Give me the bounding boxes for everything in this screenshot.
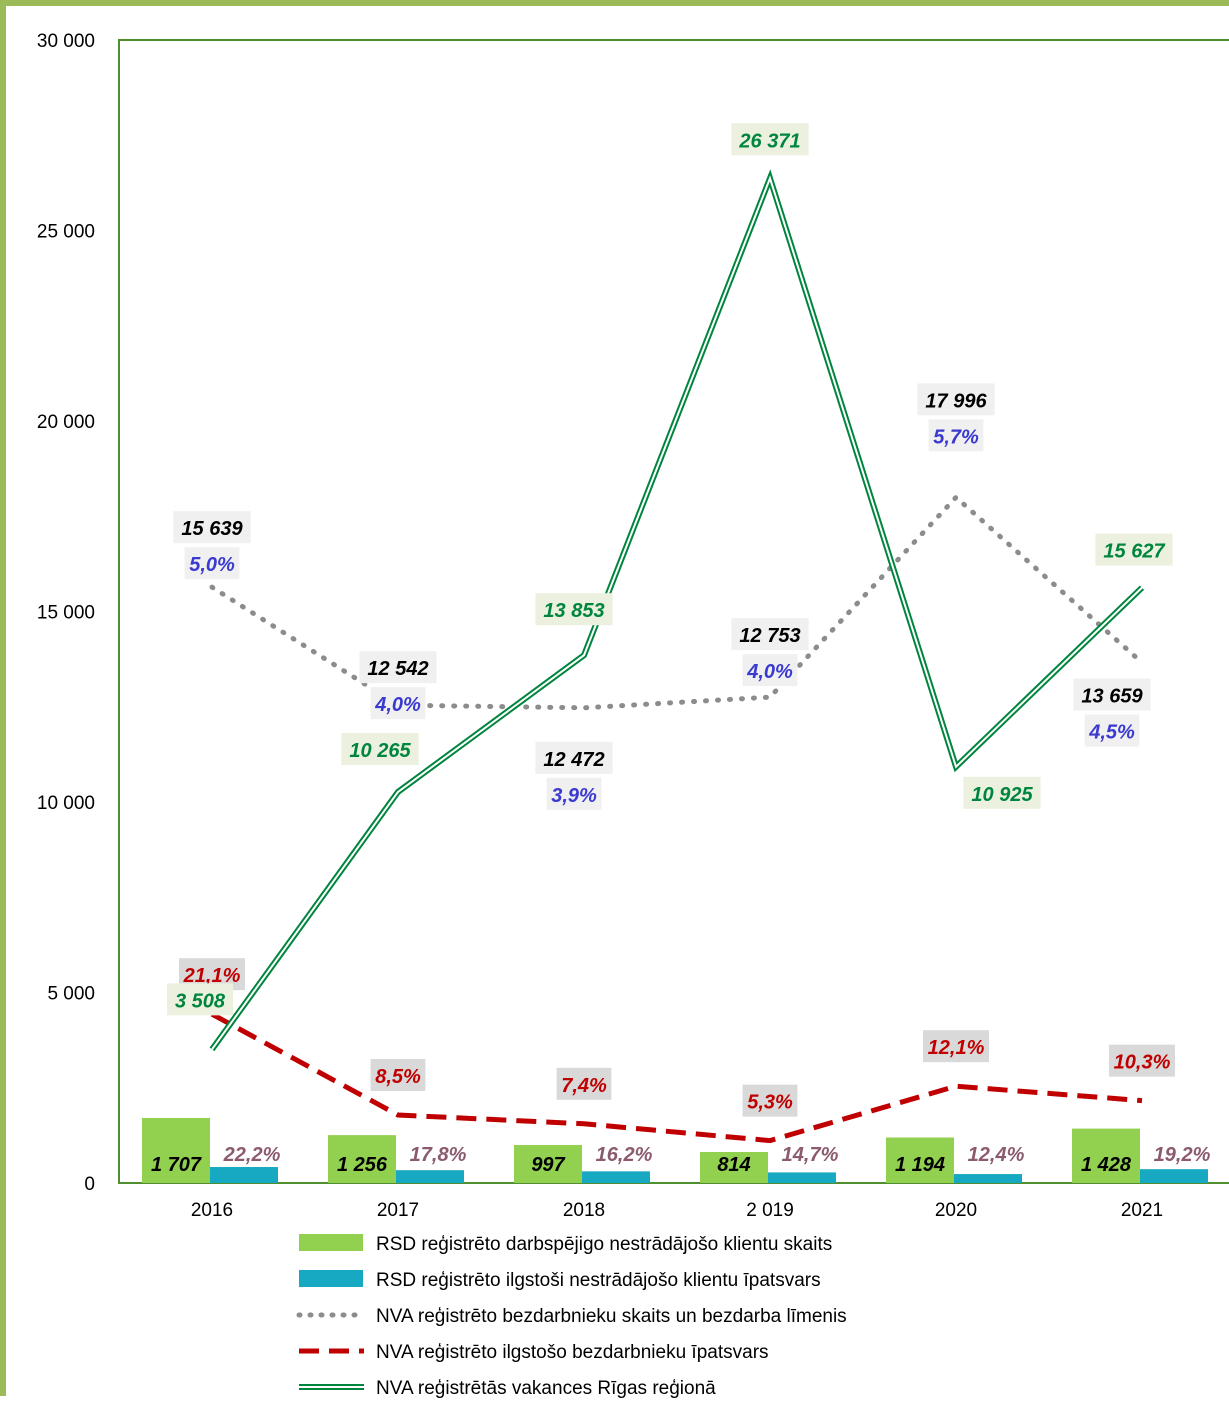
line-nva-unemployed-rate-label: 4,5%: [1088, 722, 1135, 744]
line-nva-unemployed-rate-label: 4,0%: [746, 661, 793, 683]
line-nva-unemployed-label: 12 542: [367, 658, 428, 680]
chart: 0 5 000 10 000 15 000 20 000 25 000 30 000 2016…: [37, 31, 1229, 1399]
line-nva-longterm-label-bg: [556, 1067, 612, 1100]
x-tick-label: 2021: [1121, 1200, 1163, 1221]
bar-rsd-count: [328, 1135, 396, 1183]
line-nva-unemployed-label: 12 472: [543, 749, 604, 771]
bar-rsd-longterm-label: 12,4%: [968, 1144, 1025, 1166]
line-nva-unemployed-label-bg: [917, 383, 995, 416]
bar-rsd-longterm: [396, 1170, 464, 1183]
legend-entry-label: NVA reģistrēto bezdarbnieku skaits un be…: [376, 1306, 847, 1327]
line-nva-unemployed: [209, 493, 1145, 711]
line-vacancies-label-bg: [167, 983, 233, 1016]
line-nva-longterm-label: 8,5%: [375, 1066, 421, 1088]
line-vacancies-label-bg: [341, 732, 419, 765]
bar-rsd-count-label: 1 194: [895, 1154, 945, 1176]
line-nva-unemployed-rate-label-bg: [1084, 714, 1140, 747]
x-tick-label: 2017: [377, 1200, 419, 1221]
line-nva-unemployed-rate-label: 3,9%: [551, 785, 597, 807]
bar-rsd-count: [700, 1151, 768, 1183]
line-vacancies-label: 13 853: [543, 600, 604, 622]
legend-entry-label: RSD reģistrēto ilgstoši nestrādājošo kli…: [376, 1270, 821, 1291]
line-nva-unemployed-rate-label-bg: [546, 777, 602, 810]
line-nva-unemployed-label: 17 996: [925, 390, 987, 412]
bar-rsd-count: [1072, 1128, 1140, 1183]
line-nva-longterm-label-bg: [370, 1059, 426, 1091]
legend-entry-label: NVA reģistrēto ilgstošo bezdarbnieku īpa…: [376, 1342, 769, 1363]
line-nva-unemployed-rate-label: 5,7%: [933, 426, 979, 448]
line-nva-unemployed-rate-label: 4,0%: [374, 694, 421, 716]
bar-rsd-longterm-label: 22,2%: [223, 1144, 281, 1166]
line-nva-longterm-label-bg: [1109, 1044, 1175, 1077]
line-vacancies-label-bg: [535, 593, 613, 626]
line-vacancies-label: 26 371: [738, 130, 800, 152]
line-nva-unemployed-rate-label-bg: [370, 687, 426, 720]
line-nva-unemployed-rate-label-bg: [928, 419, 984, 452]
legend-swatch-rsd-longterm: [299, 1270, 363, 1287]
bar-rsd-count-label: 1 707: [151, 1154, 202, 1176]
line-vacancies: [209, 169, 1145, 1052]
bar-rsd-count-label: 997: [531, 1154, 565, 1176]
bar-rsd-count-label: 1 428: [1081, 1154, 1132, 1176]
y-tick-label: 10 000: [37, 793, 95, 814]
bar-rsd-count: [514, 1145, 582, 1183]
bar-rsd-count: [142, 1117, 210, 1183]
line-nva-longterm: [210, 1012, 1143, 1144]
y-tick-label: 0: [84, 1174, 95, 1195]
line-nva-unemployed-label-bg: [1073, 678, 1151, 711]
y-tick-label: 20 000: [37, 412, 95, 433]
line-nva-unemployed-label-bg: [535, 741, 613, 774]
x-tick-label: 2018: [563, 1200, 605, 1221]
bar-rsd-longterm: [1140, 1169, 1208, 1183]
line-nva-unemployed-label-bg: [359, 651, 437, 684]
line-vacancies-label-bg: [963, 776, 1041, 809]
line-nva-unemployed-rate-label-bg: [742, 654, 798, 687]
bar-rsd-count: [886, 1137, 954, 1183]
bar-rsd-longterm: [768, 1172, 836, 1183]
y-tick-label: 5 000: [47, 984, 95, 1005]
line-nva-unemployed-label: 15 639: [181, 518, 243, 540]
line-nva-longterm-label: 21,1%: [183, 965, 241, 987]
line-nva-longterm-label-bg: [923, 1030, 989, 1063]
line-vacancies-label: 3 508: [175, 990, 226, 1012]
line-nva-unemployed-label: 12 753: [739, 625, 800, 647]
line-vacancies-label: 10 925: [971, 784, 1033, 806]
x-tick-label: 2 019: [746, 1200, 794, 1221]
line-vacancies-label: 15 627: [1103, 541, 1165, 563]
line-nva-longterm-label-bg: [742, 1084, 798, 1117]
line-nva-longterm-label: 5,3%: [747, 1092, 793, 1114]
x-tick-label: 2020: [935, 1200, 977, 1221]
bar-rsd-count-label: 1 256: [337, 1154, 388, 1176]
line-vacancies-label-bg: [731, 123, 809, 156]
bar-rsd-longterm-label: 16,2%: [596, 1144, 653, 1166]
legend-entry-label: RSD reģistrēto darbspējigo nestrādājošo …: [376, 1234, 832, 1255]
y-tick-label: 30 000: [37, 31, 95, 52]
bar-rsd-longterm: [954, 1174, 1022, 1183]
y-tick-label: 15 000: [37, 603, 95, 624]
y-tick-label: 25 000: [37, 222, 95, 243]
line-vacancies-inner: [211, 175, 1143, 1050]
line-nva-unemployed-rate-label: 5,0%: [189, 554, 235, 576]
line-nva-unemployed-label: 13 659: [1081, 686, 1143, 708]
legend-swatch-rsd-count: [299, 1234, 363, 1251]
bar-rsd-longterm: [210, 1167, 278, 1183]
line-vacancies-label: 10 265: [349, 740, 411, 762]
line-vacancies-label-bg: [1095, 533, 1173, 566]
plot-area: [118, 39, 1229, 1184]
line-nva-longterm-label: 12,1%: [928, 1037, 985, 1059]
line-nva-longterm-label: 7,4%: [561, 1075, 607, 1097]
bar-rsd-longterm: [582, 1171, 650, 1183]
bar-rsd-longterm-label: 19,2%: [1154, 1144, 1211, 1166]
line-nva-unemployed-rate-label-bg: [184, 547, 240, 580]
line-nva-unemployed-label-bg: [731, 618, 809, 651]
x-tick-label: 2016: [191, 1200, 233, 1221]
line-nva-longterm-label: 10,3%: [1114, 1052, 1171, 1074]
legend-entry-label: NVA reģistrētās vakances Rīgas reģionā: [376, 1378, 716, 1399]
bar-rsd-longterm-label: 14,7%: [782, 1144, 839, 1166]
bar-rsd-count-label: 814: [717, 1154, 750, 1176]
bar-rsd-longterm-label: 17,8%: [410, 1144, 467, 1166]
line-nva-unemployed-label-bg: [173, 511, 251, 544]
